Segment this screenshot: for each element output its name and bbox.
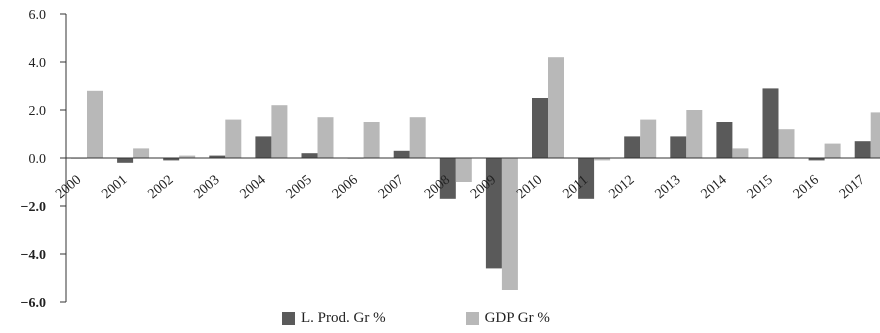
- y-tick-label: −2.0: [21, 200, 46, 215]
- bar-lprod-2002: [163, 158, 180, 161]
- legend-label-gdp: GDP Gr %: [484, 310, 550, 326]
- bar-gdp-2002: [179, 155, 196, 158]
- legend-item-gdp: GDP Gr %: [465, 310, 550, 327]
- bar-gdp-2007: [409, 117, 426, 158]
- legend-label-lprod: L. Prod. Gr %: [301, 310, 386, 326]
- x-tick-label-2010: 2010: [514, 173, 545, 202]
- x-tick-label-2005: 2005: [284, 173, 315, 202]
- y-tick-label: 2.0: [29, 104, 47, 119]
- bar-gdp-2015: [778, 129, 795, 158]
- legend-item-lprod: L. Prod. Gr %: [282, 310, 386, 327]
- x-tick-label-2000: 2000: [53, 173, 84, 202]
- y-tick-label: −4.0: [21, 248, 46, 263]
- bar-lprod-2017: [854, 141, 871, 158]
- bar-gdp-2013: [686, 110, 703, 158]
- bar-lprod-2010: [532, 98, 548, 158]
- y-tick-label: 0.0: [29, 152, 47, 167]
- bar-gdp-2017: [870, 112, 880, 158]
- legend-swatch-gdp: [465, 312, 479, 325]
- bar-gdp-2012: [640, 119, 657, 158]
- bar-gdp-2016: [824, 143, 841, 158]
- x-tick-label-2002: 2002: [145, 173, 176, 202]
- y-tick-label: 6.0: [29, 8, 47, 23]
- bar-gdp-2011: [594, 158, 611, 161]
- bar-lprod-2013: [670, 136, 687, 158]
- bar-lprod-2012: [624, 136, 641, 158]
- legend-swatch-lprod: [282, 312, 295, 325]
- bar-lprod-2011: [578, 158, 595, 199]
- bar-lprod-2014: [716, 122, 733, 158]
- y-tick-label: −6.0: [21, 296, 46, 311]
- y-ticks: 6.0 4.0 2.0 0.0 −2.0 −4.0 −6.0: [21, 8, 66, 311]
- bar-lprod-2004: [255, 136, 272, 158]
- bar-lprod-2007: [393, 150, 410, 158]
- bar-gdp-2005: [317, 117, 334, 158]
- bar-gdp-2006: [363, 122, 380, 158]
- x-tick-label-2015: 2015: [745, 173, 776, 202]
- bars-layer: [71, 57, 880, 290]
- bar-gdp-2014: [732, 148, 749, 158]
- bar-gdp-2003: [225, 119, 242, 158]
- bar-gdp-2000: [87, 90, 103, 158]
- bar-lprod-2015: [762, 88, 779, 158]
- y-tick-label: 4.0: [29, 56, 47, 71]
- legend: L. Prod. Gr % GDP Gr %: [282, 310, 550, 327]
- x-tick-label-2017: 2017: [837, 173, 868, 202]
- bar-lprod-2016: [808, 158, 825, 161]
- x-tick-label-2016: 2016: [791, 173, 822, 202]
- x-tick-label-2006: 2006: [330, 173, 361, 202]
- bar-gdp-2010: [548, 57, 564, 159]
- bar-lprod-2001: [117, 158, 134, 163]
- x-tick-label-2004: 2004: [238, 173, 269, 202]
- x-tick-label-2003: 2003: [192, 173, 223, 202]
- bar-lprod-2008: [439, 158, 456, 199]
- x-tick-label-2007: 2007: [376, 173, 407, 202]
- bar-gdp-2001: [133, 148, 150, 158]
- x-tick-label-2012: 2012: [606, 173, 637, 202]
- bar-lprod-2005: [301, 153, 318, 158]
- bar-gdp-2004: [271, 105, 288, 158]
- x-tick-label-2013: 2013: [653, 173, 684, 202]
- bar-gdp-2009: [501, 158, 518, 290]
- bar-lprod-2003: [209, 155, 226, 158]
- bar-lprod-2009: [485, 158, 502, 269]
- x-tick-label-2014: 2014: [699, 173, 730, 202]
- x-tick-label-2001: 2001: [99, 173, 130, 202]
- bar-gdp-2008: [455, 158, 472, 182]
